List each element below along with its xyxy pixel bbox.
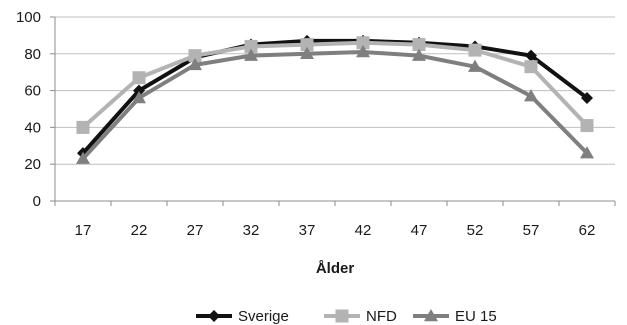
data-point-nfd-57 [525,60,538,73]
series-line-sverige [83,41,587,153]
legend-label-sverige: Sverige [238,308,289,325]
legend-item-nfd: NFD [324,308,397,325]
data-point-nfd-62 [581,119,594,132]
legend-label-nfd: NFD [366,308,397,325]
x-tick-label-22: 22 [131,222,148,239]
legend-label-eu-15: EU 15 [455,308,497,325]
x-tick-label-62: 62 [579,222,596,239]
legend-marker-nfd [336,310,349,323]
x-tick-label-42: 42 [355,222,372,239]
x-tick-label-57: 57 [523,222,540,239]
x-tick-label-32: 32 [243,222,260,239]
y-tick-label-80: 80 [24,46,41,63]
data-point-nfd-22 [133,71,146,84]
y-tick-label-20: 20 [24,156,41,173]
x-tick-label-52: 52 [467,222,484,239]
x-tick-label-47: 47 [411,222,428,239]
y-tick-label-100: 100 [16,9,41,26]
legend-item-sverige: Sverige [196,308,289,325]
legend-marker-sverige [208,310,220,322]
data-point-nfd-52 [469,44,482,57]
x-axis-title: Ålder [316,260,355,277]
y-tick-label-60: 60 [24,83,41,100]
x-tick-label-17: 17 [75,222,92,239]
data-point-nfd-17 [77,121,90,134]
x-tick-label-37: 37 [299,222,316,239]
x-tick-label-27: 27 [187,222,204,239]
y-tick-label-0: 0 [33,193,41,210]
legend: Sverige NFD EU 15 [196,308,497,325]
y-tick-label-40: 40 [24,119,41,136]
legend-item-eu-15: EU 15 [413,308,497,325]
